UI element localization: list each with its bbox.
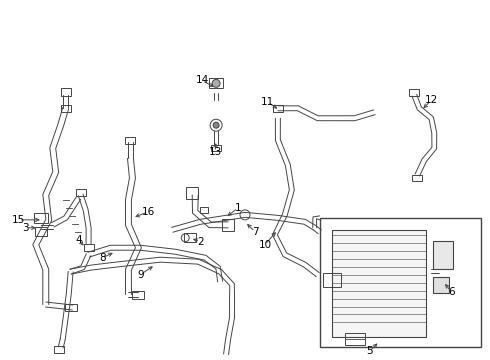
Text: 4: 4 [75, 235, 82, 245]
Bar [125, 137, 135, 144]
Bar [413, 175, 422, 181]
Bar [222, 219, 234, 231]
Bar [409, 89, 419, 96]
Circle shape [212, 80, 220, 87]
Bar [186, 187, 198, 199]
Bar [319, 218, 481, 347]
Text: 16: 16 [142, 207, 155, 217]
Text: 6: 6 [448, 287, 455, 297]
Text: 3: 3 [23, 223, 29, 233]
Bar [332, 230, 426, 337]
Bar [61, 105, 71, 112]
Bar [61, 88, 71, 96]
Text: 8: 8 [99, 253, 106, 263]
Text: 1: 1 [235, 203, 242, 213]
Bar [84, 244, 94, 251]
Text: 5: 5 [366, 346, 373, 356]
Bar [273, 105, 283, 112]
Bar [209, 78, 223, 88]
Bar [211, 145, 221, 151]
Bar [184, 233, 196, 242]
Text: 10: 10 [258, 240, 271, 250]
Text: 2: 2 [197, 237, 203, 247]
Bar [433, 276, 449, 293]
Text: 14: 14 [196, 75, 209, 85]
Bar [200, 207, 208, 213]
Text: 15: 15 [12, 215, 25, 225]
Bar [75, 189, 86, 197]
Circle shape [213, 122, 219, 128]
Bar [54, 346, 64, 353]
Text: 13: 13 [208, 147, 222, 157]
Text: 11: 11 [261, 97, 274, 107]
Bar [132, 291, 145, 298]
Bar [35, 227, 47, 236]
Bar [323, 273, 341, 287]
Text: 12: 12 [425, 95, 438, 105]
Bar [433, 241, 453, 269]
Bar [65, 303, 76, 311]
Text: 9: 9 [137, 270, 144, 280]
Bar [344, 333, 365, 345]
Bar [34, 213, 48, 223]
Text: 7: 7 [252, 227, 258, 237]
